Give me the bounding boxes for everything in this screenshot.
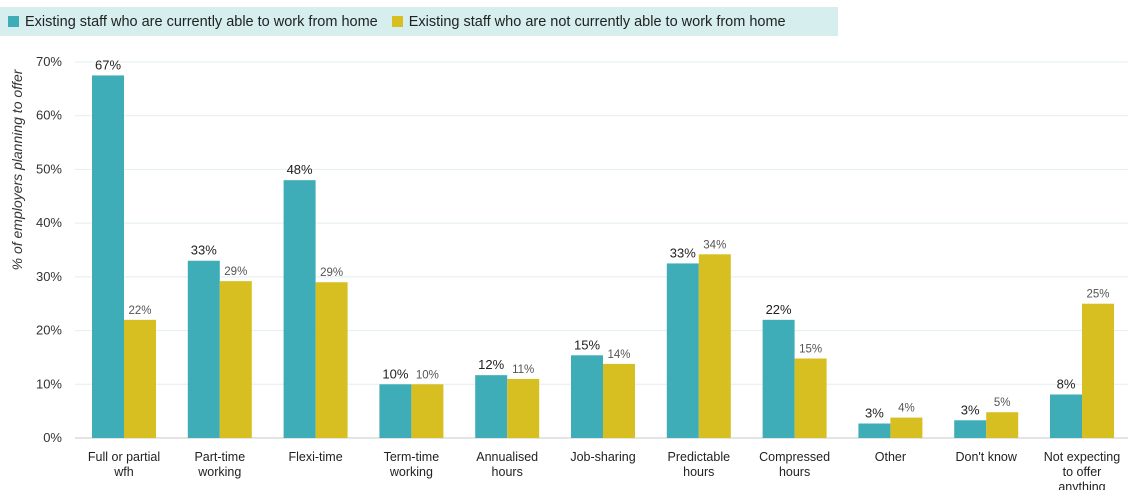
bar-able (379, 384, 412, 438)
category-label: Job-sharing (570, 450, 635, 464)
legend-swatch-able (8, 16, 19, 27)
bar-not-able (507, 378, 540, 438)
bar-able (283, 180, 316, 438)
y-tick-label: 60% (36, 108, 62, 123)
bar-able (762, 319, 795, 438)
data-label-not-able: 22% (128, 305, 151, 317)
y-tick-label: 40% (36, 215, 62, 230)
category-label: Predictable hours (668, 450, 731, 479)
data-label-able: 22% (766, 302, 792, 317)
legend-label-able: Existing staff who are currently able to… (25, 13, 378, 30)
data-label-not-able: 5% (994, 397, 1011, 409)
data-label-able: 12% (478, 357, 504, 372)
category-label: Other (875, 450, 906, 464)
data-label-not-able: 14% (607, 349, 630, 361)
bar-not-able (219, 281, 252, 438)
data-label-not-able: 29% (320, 267, 343, 279)
data-label-able: 33% (670, 245, 696, 260)
bar-not-able (698, 254, 731, 438)
bar-not-able (890, 417, 923, 438)
category-label: Full or partial wfh (88, 450, 160, 479)
bar-able (666, 263, 699, 438)
data-label-not-able: 25% (1086, 289, 1109, 301)
bar-not-able (315, 282, 348, 438)
data-label-able: 3% (865, 405, 884, 420)
y-tick-label: 50% (36, 161, 62, 176)
bar-able (187, 260, 220, 438)
data-label-able: 15% (574, 337, 600, 352)
bar-able (1050, 394, 1082, 438)
data-label-able: 10% (382, 366, 408, 381)
data-label-not-able: 29% (224, 266, 247, 278)
data-label-able: 8% (1057, 376, 1076, 391)
category-label: Not expecting to offer anything (1044, 450, 1120, 490)
category-label: Compressed hours (759, 450, 830, 479)
y-axis-label: % of employers planning to offer (9, 68, 25, 270)
bar-able (571, 355, 603, 438)
data-label-not-able: 4% (898, 403, 915, 415)
legend-label-not-able: Existing staff who are not currently abl… (408, 13, 786, 30)
y-tick-label: 30% (36, 269, 62, 284)
category-label: Annualised hours (476, 450, 538, 479)
bar-able (92, 75, 124, 438)
bar-not-able (1082, 303, 1114, 438)
bar-not-able (794, 358, 827, 438)
legend-item-able[interactable]: Existing staff who are currently able to… (8, 14, 378, 30)
bar-able (858, 423, 891, 438)
legend-swatch-not-able (391, 16, 403, 27)
data-label-not-able: 34% (703, 239, 726, 251)
bar-not-able (124, 319, 156, 438)
bar-not-able (411, 384, 444, 438)
legend: Existing staff who are currently able to… (0, 7, 838, 36)
y-tick-label: 20% (36, 323, 62, 338)
category-label: Term-time working (384, 450, 440, 479)
bar-able (954, 420, 987, 438)
data-label-able: 48% (287, 162, 313, 177)
bars: 67% 22% 33% 29% 48% 29% 10% 10% 12% 11% 15% 14% 33% 3… (92, 57, 1114, 438)
bar-not-able (986, 412, 1019, 438)
legend-item-not-able[interactable]: Existing staff who are not currently abl… (391, 13, 786, 30)
data-label-not-able: 10% (416, 369, 439, 381)
category-labels: Full or partial wfh Part-time working Flexi-… (88, 450, 1120, 490)
data-label-able: 3% (961, 402, 980, 417)
data-label-able: 67% (95, 57, 121, 72)
y-tick-label: 70% (36, 54, 62, 69)
data-label-able: 33% (191, 243, 217, 258)
bar-not-able (603, 363, 635, 438)
y-tick-label: 10% (36, 376, 62, 391)
data-label-not-able: 15% (799, 344, 822, 356)
category-label: Don't know (955, 450, 1017, 464)
y-axis-ticks: 0% 10% 20% 30% 40% 50% 60% 70% (36, 54, 62, 445)
category-label: Part-time working (194, 450, 245, 479)
category-label: Flexi-time (289, 450, 343, 464)
data-label-not-able: 11% (512, 364, 534, 376)
y-tick-label: 0% (43, 430, 62, 445)
bar-able (475, 375, 508, 438)
